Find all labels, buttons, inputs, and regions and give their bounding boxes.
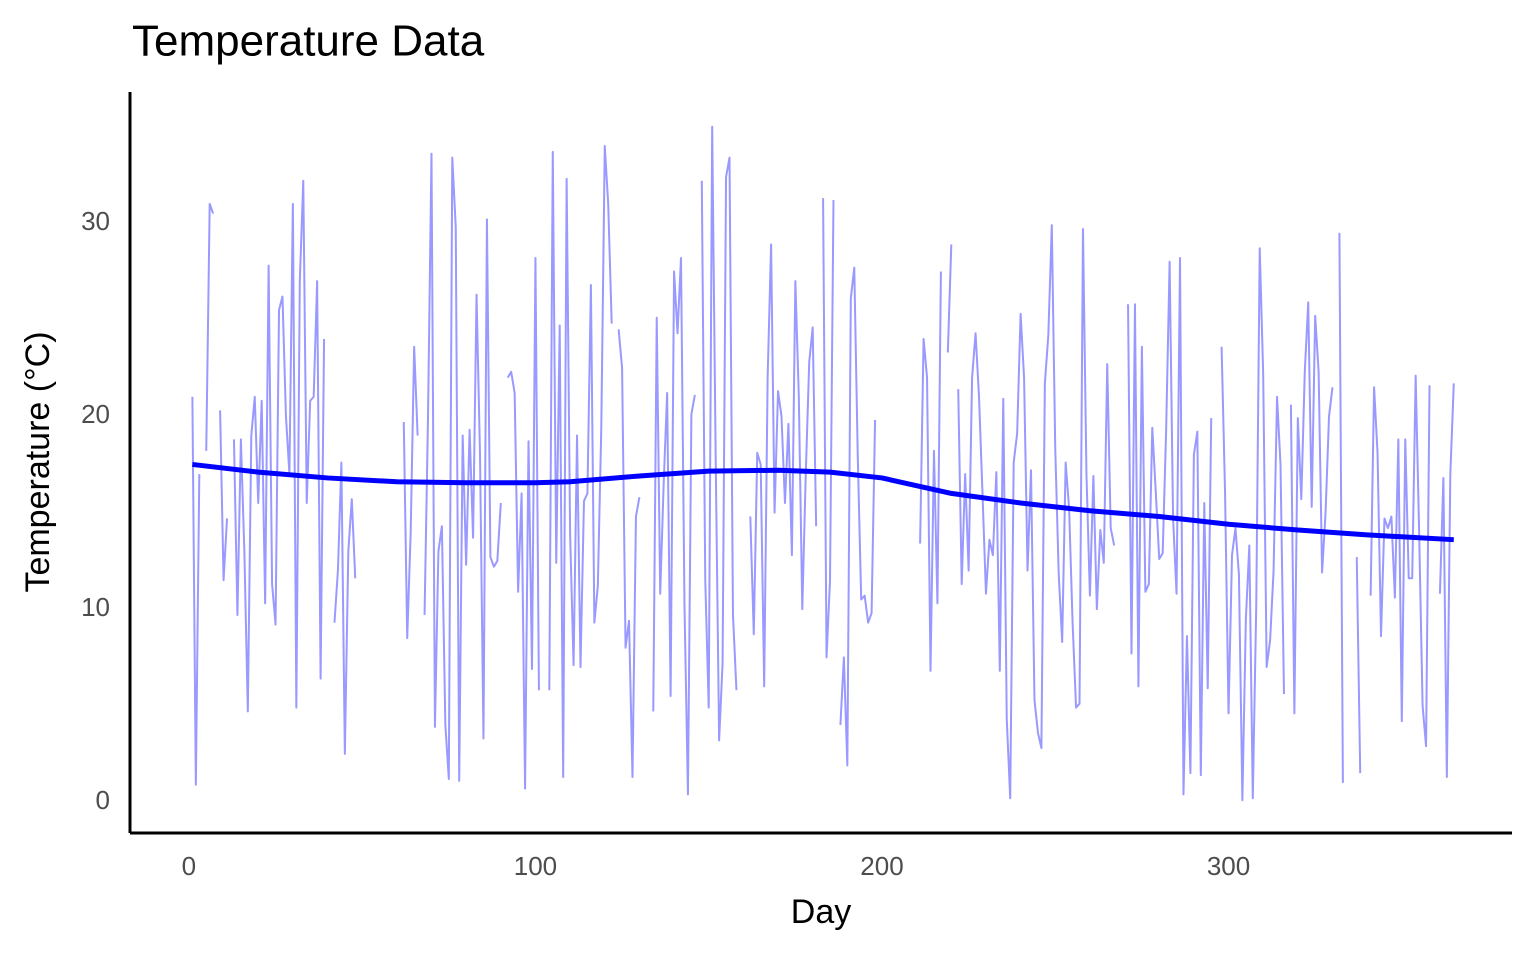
x-axis-title: Day [791,893,851,931]
x-tick-label: 300 [1207,851,1250,881]
x-tick-label: 200 [860,851,903,881]
y-axis-title: Temperature (°C) [19,331,57,592]
chart-title: Temperature Data [132,17,485,66]
y-tick-label: 0 [96,785,110,815]
y-tick-label: 30 [81,206,110,236]
x-tick-label: 0 [182,851,196,881]
x-tick-label: 100 [514,851,557,881]
y-tick-label: 10 [81,592,110,622]
data-line [191,125,1455,802]
y-tick-label: 20 [81,399,110,429]
data-line [192,461,1454,543]
